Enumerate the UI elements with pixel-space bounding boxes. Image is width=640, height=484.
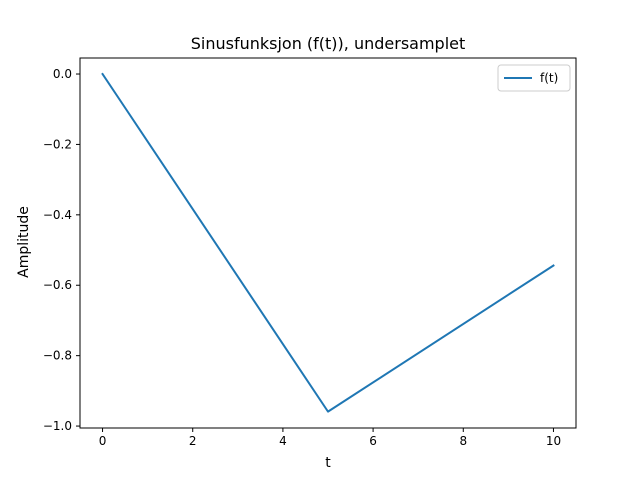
legend-box [497, 64, 571, 92]
x-tick-label: 10 [546, 434, 561, 448]
x-axis-label: t [325, 455, 331, 471]
x-tick-label: 0 [99, 434, 107, 448]
y-tick-label: −0.6 [43, 278, 72, 292]
y-tick-label: −0.2 [43, 137, 72, 151]
x-tick-label: 6 [369, 434, 377, 448]
x-tick-label: 2 [189, 434, 197, 448]
legend-label: f(t) [540, 71, 558, 85]
x-tick-label: 4 [279, 434, 287, 448]
series-line-0 [101, 72, 555, 413]
plot-frame [79, 57, 577, 429]
y-tick-label: −1.0 [43, 419, 72, 433]
y-axis-label: Amplitude [16, 206, 32, 278]
y-tick-label: −0.8 [43, 349, 72, 363]
y-tick-label: −0.4 [43, 208, 72, 222]
chart-title: Sinusfunksjon (f(t)), undersamplet [191, 34, 466, 53]
y-tick-label: 0.0 [53, 67, 72, 81]
x-tick-label: 8 [459, 434, 467, 448]
